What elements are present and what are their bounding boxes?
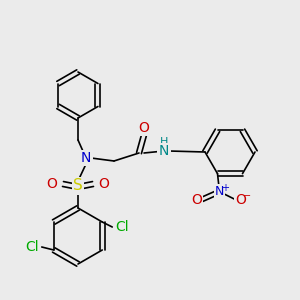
Text: O: O	[46, 177, 57, 191]
Text: O: O	[235, 193, 246, 207]
Text: Cl: Cl	[116, 220, 129, 234]
Text: O: O	[99, 177, 110, 191]
Text: O: O	[191, 193, 202, 207]
Text: Cl: Cl	[25, 240, 39, 254]
Text: H: H	[160, 137, 168, 147]
Text: O: O	[139, 121, 149, 135]
Text: −: −	[243, 191, 252, 201]
Text: N: N	[159, 144, 169, 158]
Text: N: N	[81, 151, 91, 165]
Text: N: N	[215, 185, 224, 198]
Text: S: S	[73, 178, 83, 194]
Text: +: +	[221, 183, 230, 193]
